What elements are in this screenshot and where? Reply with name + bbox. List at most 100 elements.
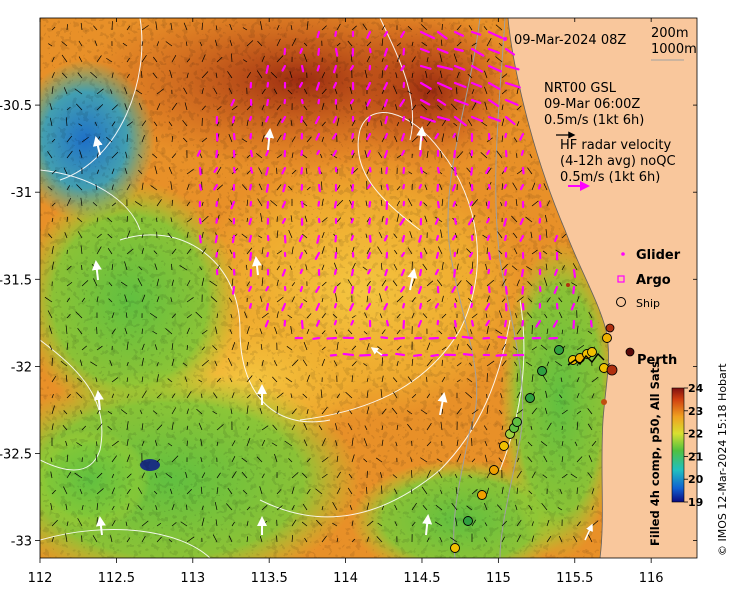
hf-vector [570, 302, 576, 311]
gsl-vector [66, 197, 72, 207]
gsl-vector [511, 265, 518, 271]
gsl-vector [109, 360, 113, 367]
colorbar-label: Filled 4h comp, p50, All Sats [648, 361, 662, 546]
gsl-vector [106, 136, 113, 143]
gsl-vector [516, 121, 520, 127]
gsl-vector [393, 233, 398, 239]
gsl-vector [111, 473, 115, 479]
hf-vector [487, 285, 491, 294]
gsl-vector [126, 184, 131, 191]
land [508, 18, 697, 558]
gsl-vector [66, 454, 69, 463]
hf-vector [400, 251, 406, 258]
hf-vector [513, 336, 525, 340]
gsl-vector [453, 326, 458, 335]
gsl-vector [336, 42, 341, 47]
gsl-vector [451, 502, 458, 511]
gsl-vector [561, 441, 564, 447]
gsl-vector [81, 425, 87, 431]
gsl-vector [306, 313, 312, 319]
gsl-vector [199, 41, 203, 47]
gsl-vector [111, 487, 115, 495]
gsl-vector [411, 72, 414, 79]
gsl-vector [364, 150, 368, 159]
gsl-vector [291, 246, 294, 255]
gsl-vector [439, 536, 443, 543]
gsl-vector [288, 458, 293, 463]
gsl-vector [348, 473, 353, 479]
gsl-vector [570, 473, 578, 479]
gsl-vector [216, 472, 221, 479]
gsl-vector [111, 72, 114, 79]
gsl-vector [81, 136, 89, 143]
hf-vector [400, 30, 406, 38]
gsl-vector [186, 344, 189, 351]
gsl-vector [107, 410, 113, 415]
gsl-vector [276, 24, 280, 31]
gsl-vector [212, 534, 218, 543]
gsl-vector [543, 455, 548, 463]
hf-vector [334, 30, 338, 37]
gsl-vector [375, 457, 383, 463]
gsl-vector [335, 293, 338, 303]
gsl-vector [50, 471, 53, 479]
hf-vector [213, 166, 219, 173]
gsl-vector [95, 377, 98, 383]
gsl-vector [92, 535, 98, 543]
gsl-vector [540, 344, 548, 351]
gsl-vector [81, 297, 86, 303]
coastal-station [601, 399, 607, 405]
gsl-vector [366, 406, 370, 415]
ship-legend-marker [616, 297, 626, 307]
gsl-vector [408, 218, 413, 223]
gsl-vector [153, 250, 158, 255]
gsl-vector [436, 458, 443, 463]
gsl-vector [455, 487, 458, 495]
gsl-vector [366, 520, 374, 527]
gsl-vector [258, 167, 263, 175]
gsl-vector [424, 215, 428, 223]
hf-vector [503, 234, 508, 242]
gsl-vector [411, 136, 419, 143]
hf-vector [495, 353, 508, 357]
gsl-vector [126, 537, 131, 543]
gsl-vector [246, 521, 249, 527]
x-tick-label: 112 [28, 571, 53, 586]
gsl-vector [49, 344, 53, 351]
y-tick-label: -32.5 [0, 447, 32, 462]
hf-vector [453, 217, 458, 225]
gsl-vector [201, 346, 205, 351]
gsl-vector [515, 198, 518, 207]
hf-vector [266, 98, 270, 107]
gsl-vector [336, 199, 344, 207]
gsl-vector [484, 101, 488, 111]
gsl-vector [381, 70, 384, 79]
hf-vector [402, 319, 406, 329]
gsl-vector [467, 297, 473, 303]
hf-vector [385, 166, 389, 175]
gsl-vector [516, 535, 521, 543]
hf-vector [300, 115, 304, 124]
gsl-vector [201, 71, 209, 79]
gsl-vector [106, 57, 113, 63]
hf-vector [419, 115, 436, 123]
gsl-vector [80, 410, 83, 415]
hf-vector [281, 166, 287, 175]
gsl-vector [483, 26, 488, 31]
gsl-vector [484, 86, 488, 95]
gsl-vector [246, 154, 251, 159]
gsl-vector [407, 423, 413, 431]
perth-marker [625, 347, 635, 357]
gsl-vector [64, 232, 68, 239]
gsl-vector [351, 538, 356, 543]
gsl-vector [424, 184, 428, 191]
hf-vector [470, 47, 485, 57]
hf-vector [317, 200, 321, 207]
gsl-vector [228, 535, 233, 543]
gsl-vector [261, 134, 265, 143]
hf-vector [436, 115, 451, 121]
gsl-vector [544, 214, 548, 223]
gsl-vector [156, 362, 159, 367]
gsl-vector [336, 184, 341, 191]
gsl-vector [302, 393, 308, 399]
